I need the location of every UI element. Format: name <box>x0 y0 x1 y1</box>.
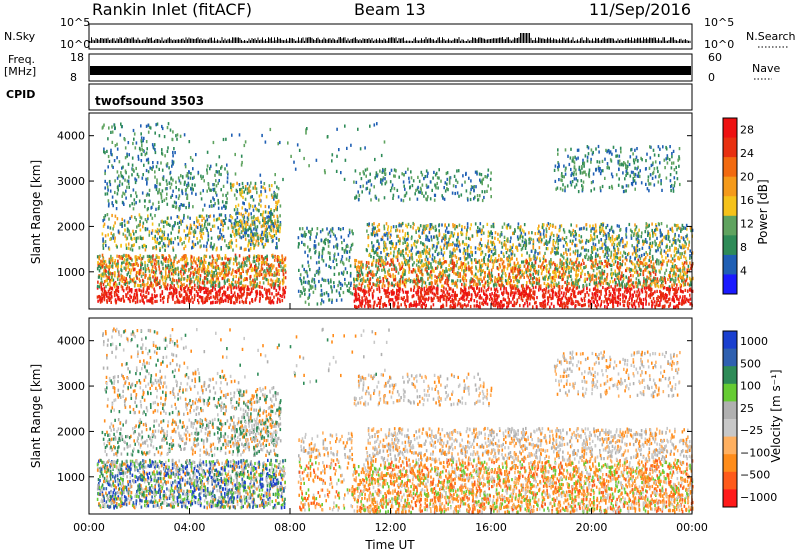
velocity-colorbar-tick: 100 <box>740 380 761 393</box>
power-heatmap <box>96 122 694 309</box>
power-colorbar-step <box>723 137 737 158</box>
power-colorbar-tick: 16 <box>740 194 754 207</box>
power-colorbar-tick: 12 <box>740 218 754 231</box>
power-colorbar-tick: 24 <box>740 147 754 160</box>
velocity-colorbar-step <box>723 419 737 438</box>
power-colorbar-step <box>723 157 737 178</box>
date-label: 11/Sep/2016 <box>589 0 692 19</box>
y-tick-label: 3000 <box>57 380 85 393</box>
velocity-panel: 1000 2000 3000 4000 00:00 04:00 08:00 12:00 16:… <box>29 317 783 552</box>
nsearch-tick-top: 10^5 <box>704 16 734 29</box>
velocity-colorbar-step <box>723 331 737 350</box>
nave-tick-bottom: 0 <box>708 71 715 84</box>
nsky-tick-bottom: 10^0 <box>60 38 90 51</box>
x-tick-label: 12:00 <box>375 521 407 534</box>
freq-trace <box>90 66 691 75</box>
y-tick-label: 4000 <box>57 335 85 348</box>
nsky-label: N.Sky <box>4 30 36 43</box>
power-colorbar-step <box>723 254 737 275</box>
power-colorbar-step <box>723 196 737 217</box>
cpid-label: CPID <box>6 88 36 101</box>
power-colorbar-label: Power [dB] <box>756 179 770 244</box>
x-tick-label: 20:00 <box>576 521 608 534</box>
velocity-colorbar-tick: −25 <box>740 424 763 437</box>
x-tick-label: 04:00 <box>174 521 206 534</box>
power-colorbar-tick: 20 <box>740 171 754 184</box>
velocity-colorbar: 1000 500 100 25 −25 −100 −500 −1000 <box>722 330 777 508</box>
freq-unit-label: [MHz] <box>4 65 37 78</box>
nsky-tick-top: 10^5 <box>60 16 90 29</box>
velocity-colorbar-tick: −100 <box>740 446 770 459</box>
velocity-colorbar-tick: 25 <box>740 402 754 415</box>
power-panel: 1000 2000 3000 4000 Slant Range [km] 4 8 12 16… <box>29 112 770 310</box>
power-colorbar-tick: 28 <box>740 124 754 137</box>
velocity-colorbar-step <box>723 366 737 385</box>
power-colorbar-step <box>723 176 737 197</box>
velocity-x-axis: 00:00 04:00 08:00 12:00 16:00 20:00 00:00 <box>73 508 708 534</box>
freq-tick-top: 18 <box>70 51 84 64</box>
velocity-colorbar-tick: 500 <box>740 357 761 370</box>
power-colorbar-tick: 4 <box>740 265 747 278</box>
power-colorbar: 4 8 12 16 20 24 28 <box>722 117 754 295</box>
cpid-value: twofsound 3503 <box>95 94 204 108</box>
y-tick-label: 2000 <box>57 220 85 233</box>
velocity-colorbar-label: Velocity [m s⁻¹] <box>769 369 783 462</box>
y-tick-label: 4000 <box>57 130 85 143</box>
velocity-colorbar-step <box>723 383 737 402</box>
power-colorbar-step <box>723 274 737 295</box>
power-y-label: Slant Range [km] <box>29 160 43 264</box>
station-title: Rankin Inlet (fitACF) <box>92 0 253 19</box>
nsky-strip: 10^5 10^0 10^5 10^0 <box>60 16 788 51</box>
y-tick-label: 1000 <box>57 471 85 484</box>
y-tick-label: 2000 <box>57 425 85 438</box>
nsky-trace <box>89 33 691 43</box>
nsearch-label: N.Search <box>746 30 796 43</box>
power-colorbar-tick: 8 <box>740 241 747 254</box>
power-colorbar-step <box>723 118 737 139</box>
velocity-colorbar-step <box>723 436 737 455</box>
power-y-axis: 1000 2000 3000 4000 <box>57 130 692 279</box>
velocity-colorbar-tick: −1000 <box>740 491 777 504</box>
power-colorbar-step <box>723 215 737 236</box>
cpid-strip <box>88 83 693 111</box>
nave-tick-top: 60 <box>708 51 722 64</box>
velocity-colorbar-step <box>723 489 737 508</box>
velocity-colorbar-step <box>723 401 737 420</box>
freq-tick-bottom: 8 <box>70 71 77 84</box>
freq-strip: 18 8 60 0 <box>70 51 772 84</box>
velocity-colorbar-step <box>723 348 737 367</box>
x-tick-label: 16:00 <box>475 521 507 534</box>
beam-label: Beam 13 <box>354 0 426 19</box>
x-tick-label: 00:00 <box>73 521 105 534</box>
y-tick-label: 1000 <box>57 266 85 279</box>
y-tick-label: 3000 <box>57 175 85 188</box>
x-tick-label: 08:00 <box>274 521 306 534</box>
x-tick-label: 00:00 <box>676 521 708 534</box>
power-colorbar-step <box>723 235 737 256</box>
velocity-colorbar-tick: −500 <box>740 469 770 482</box>
nsearch-tick-bottom: 10^0 <box>704 38 734 51</box>
velocity-colorbar-tick: 1000 <box>740 335 768 348</box>
velocity-colorbar-step <box>723 454 737 473</box>
nave-label: Nave <box>752 62 781 75</box>
power-x-axis <box>88 303 693 309</box>
velocity-y-label: Slant Range [km] <box>29 364 43 468</box>
velocity-colorbar-step <box>723 471 737 490</box>
freq-label: Freq. <box>8 53 36 66</box>
time-axis-label: Time UT <box>364 538 415 552</box>
velocity-heatmap <box>96 327 694 514</box>
velocity-y-axis: 1000 2000 3000 4000 <box>57 335 692 484</box>
